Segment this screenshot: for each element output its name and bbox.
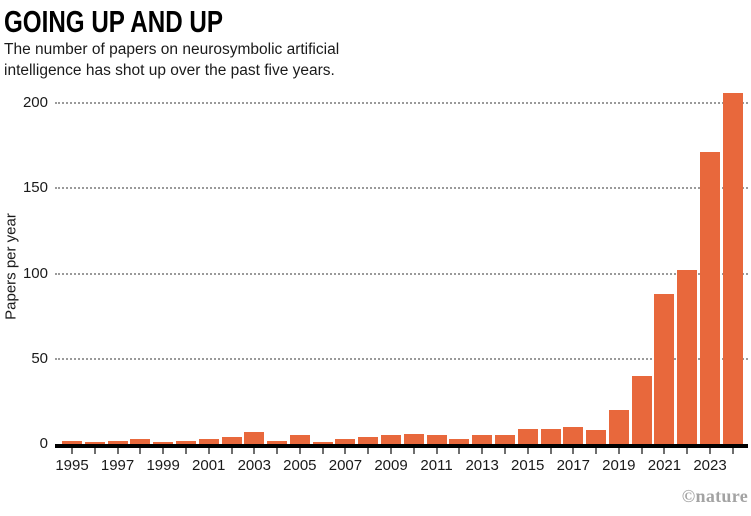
x-tick-label-2019: 2019 <box>602 457 636 474</box>
gridline-50 <box>55 357 748 360</box>
bar-2016 <box>540 428 561 444</box>
bar-2001 <box>198 438 219 444</box>
x-tick-label-2001: 2001 <box>192 457 226 474</box>
x-tick-label-1995: 1995 <box>55 457 89 474</box>
x-tick-2019 <box>617 448 620 454</box>
bar-2019 <box>608 409 629 444</box>
chart-subtitle: The number of papers on neurosymbolic ar… <box>4 41 340 80</box>
x-tick-2011 <box>435 448 438 454</box>
x-tick-2018 <box>595 448 598 454</box>
x-tick-2009 <box>390 448 392 454</box>
x-tick-label-2005: 2005 <box>283 457 317 474</box>
y-tick-label-150: 150 <box>22 179 48 197</box>
x-tick-2015 <box>526 448 529 454</box>
gridline-100 <box>55 272 748 275</box>
x-tick-2017 <box>572 448 575 454</box>
y-tick-label-200: 200 <box>22 94 48 111</box>
bar-2004 <box>267 440 288 444</box>
bar-2024 <box>722 92 743 444</box>
bar-2012 <box>449 438 470 444</box>
x-tick-2002 <box>230 448 233 454</box>
chart-title: GOING UP AND UP <box>4 4 223 39</box>
bar-2002 <box>221 437 242 444</box>
x-tick-label-2023: 2023 <box>693 457 727 474</box>
bar-2010 <box>403 433 424 444</box>
x-tick-label-2021: 2021 <box>647 457 682 474</box>
bar-2020 <box>631 375 652 444</box>
x-tick-2024 <box>731 448 734 454</box>
bar-2005 <box>289 435 310 444</box>
x-tick-1995 <box>71 448 73 454</box>
x-tick-2000 <box>184 448 187 454</box>
y-tick-label-100: 100 <box>22 264 48 282</box>
x-tick-label-1999: 1999 <box>146 457 180 474</box>
bar-1998 <box>130 438 151 444</box>
bar-1997 <box>107 440 128 444</box>
x-tick-1996 <box>93 448 96 454</box>
x-tick-label-2009: 2009 <box>374 457 408 474</box>
bar-2000 <box>175 440 196 444</box>
bar-2008 <box>358 437 379 444</box>
bar-2006 <box>312 442 333 444</box>
x-tick-2021 <box>663 448 666 454</box>
bar-2013 <box>472 435 493 444</box>
x-tick-2014 <box>503 448 506 454</box>
bar-2015 <box>517 428 538 444</box>
x-tick-2001 <box>207 448 210 454</box>
x-tick-label-2017: 2017 <box>556 457 590 474</box>
bar-2017 <box>563 426 584 444</box>
x-tick-2004 <box>276 448 279 454</box>
x-tick-label-2003: 2003 <box>237 457 271 474</box>
x-tick-2016 <box>549 448 552 454</box>
x-axis-line <box>55 444 748 448</box>
x-tick-label-2013: 2013 <box>465 457 499 474</box>
bar-2009 <box>381 435 401 444</box>
y-tick-label-0: 0 <box>39 435 48 452</box>
gridline-150 <box>55 187 748 190</box>
bar-1999 <box>153 442 174 444</box>
bar-1995 <box>62 440 82 444</box>
bar-2018 <box>586 430 607 444</box>
x-tick-2020 <box>640 448 643 454</box>
x-tick-label-2011: 2011 <box>420 457 453 474</box>
x-tick-2023 <box>709 448 711 454</box>
bar-2022 <box>677 270 698 444</box>
gridline-200 <box>55 102 748 104</box>
x-tick-2012 <box>458 448 461 454</box>
x-tick-2013 <box>481 448 484 454</box>
x-tick-2005 <box>298 448 301 454</box>
x-tick-2010 <box>412 448 415 454</box>
x-tick-label-2007: 2007 <box>328 457 363 474</box>
bar-2011 <box>426 435 447 444</box>
x-tick-label-1997: 1997 <box>100 457 135 474</box>
x-tick-1998 <box>139 448 142 454</box>
bar-2014 <box>494 435 515 444</box>
x-tick-label-2015: 2015 <box>511 457 545 474</box>
x-tick-2022 <box>686 448 689 454</box>
bar-2023 <box>700 152 720 444</box>
bar-2021 <box>654 293 675 444</box>
y-tick-label-50: 50 <box>31 349 48 367</box>
bar-1996 <box>84 442 105 444</box>
x-tick-2007 <box>344 448 347 454</box>
x-tick-1999 <box>162 448 165 454</box>
nature-credit: ©nature <box>681 486 748 506</box>
x-tick-2003 <box>253 448 256 454</box>
bar-2007 <box>335 438 356 444</box>
x-tick-2006 <box>321 448 324 454</box>
x-tick-1997 <box>116 448 119 454</box>
bar-2003 <box>244 432 265 444</box>
x-tick-2008 <box>367 448 370 454</box>
